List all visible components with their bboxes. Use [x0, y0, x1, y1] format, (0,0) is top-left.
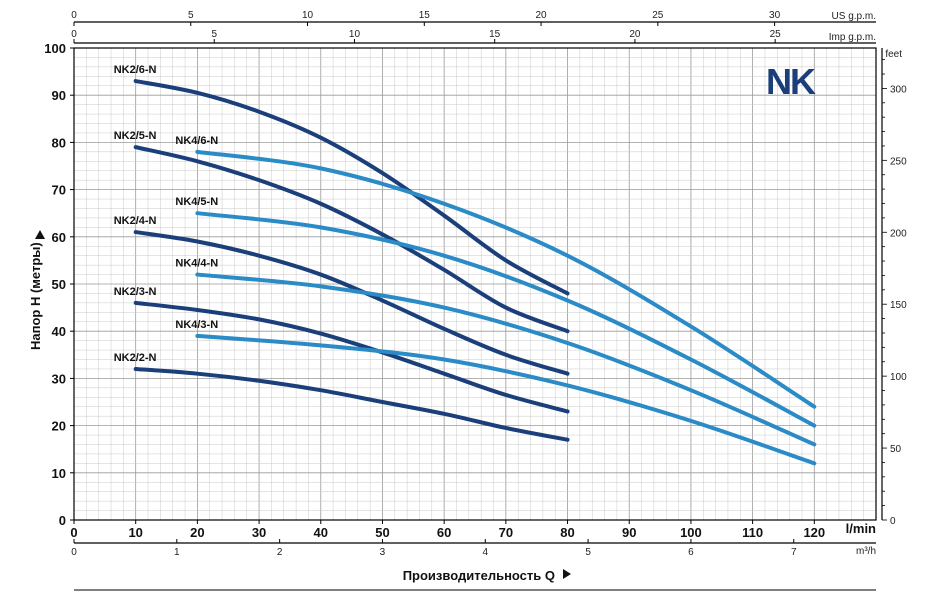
x-tick-label-us-gpm: 10	[302, 10, 314, 21]
x-tick-label-imp-gpm: 10	[349, 29, 361, 40]
y-tick-label-m: 30	[52, 371, 66, 386]
y-tick-label-m: 10	[52, 466, 66, 481]
unit-imp-gpm-label: Imp g.p.m.	[829, 32, 876, 43]
x-tick-label-us-gpm: 0	[71, 10, 77, 21]
series-layer	[133, 79, 817, 466]
series-label-nk4-6-n: NK4/6-N	[175, 135, 218, 147]
series-line-nk2-2-n	[133, 366, 570, 442]
y-tick-label-m: 100	[44, 41, 66, 56]
series-line-nk4-6-n	[195, 149, 817, 409]
x-tick-label-lmin: 30	[252, 525, 266, 540]
y-tick-label-m: 50	[52, 277, 66, 292]
x-tick-label-us-gpm: 25	[652, 10, 664, 21]
x-tick-label-m3h: 2	[277, 547, 283, 558]
unit-lmin-label: l/min	[846, 521, 876, 536]
x-tick-label-lmin: 40	[314, 525, 328, 540]
y-tick-label-feet: 200	[890, 228, 907, 239]
x-tick-label-lmin: 0	[70, 525, 77, 540]
x-tick-label-m3h: 6	[688, 547, 694, 558]
series-label-nk2-2-n: NK2/2-N	[114, 352, 157, 364]
x-tick-label-lmin: 120	[803, 525, 825, 540]
unit-feet-label: feet	[885, 49, 902, 60]
series-label-nk4-5-n: NK4/5-N	[175, 196, 218, 208]
x-tick-label-lmin: 110	[742, 525, 763, 540]
x-tick-label-lmin: 60	[437, 525, 451, 540]
x-tick-label-imp-gpm: 25	[770, 29, 782, 40]
arrow-right-icon	[563, 569, 571, 579]
x-tick-label-us-gpm: 30	[769, 10, 781, 21]
x-tick-label-imp-gpm: 0	[71, 29, 77, 40]
series-label-nk2-4-n: NK2/4-N	[114, 215, 157, 227]
labels-layer: 0 10 20 30 40 50 60 70 80 90 100 110 120010203040506…	[44, 10, 907, 558]
y-tick-label-m: 0	[59, 513, 66, 528]
series-label-nk2-6-n: NK2/6-N	[114, 64, 157, 76]
x-tick-label-m3h: 5	[585, 547, 591, 558]
series-line-nk2-6-n	[133, 79, 570, 296]
axes-layer	[70, 21, 887, 591]
x-tick-label-lmin: 80	[560, 525, 574, 540]
y-tick-label-feet: 0	[890, 516, 896, 527]
y-tick-label-feet: 100	[890, 372, 907, 383]
arrow-up-icon	[35, 230, 45, 239]
x-tick-label-lmin: 20	[190, 525, 204, 540]
x-tick-label-lmin: 50	[375, 525, 389, 540]
series-line-nk2-5-n	[133, 145, 570, 334]
series-label-nk2-3-n: NK2/3-N	[114, 286, 157, 298]
y-tick-label-m: 80	[52, 135, 66, 150]
x-tick-label-m3h: 4	[483, 547, 489, 558]
x-tick-label-m3h: 3	[380, 547, 386, 558]
y-tick-label-m: 90	[52, 88, 66, 103]
y-tick-label-m: 20	[52, 419, 66, 434]
x-tick-label-m3h: 0	[71, 547, 77, 558]
series-line-nk4-3-n	[195, 333, 817, 466]
series-label-nk4-4-n: NK4/4-N	[175, 258, 218, 270]
x-tick-label-imp-gpm: 5	[211, 29, 217, 40]
x-tick-label-m3h: 7	[791, 547, 797, 558]
x-tick-label-lmin: 10	[128, 525, 142, 540]
series-line-nk4-5-n	[195, 211, 817, 428]
nk-logo: NK	[766, 61, 816, 102]
x-tick-label-lmin: 100	[680, 525, 702, 540]
series-line-nk2-3-n	[133, 300, 570, 414]
y-tick-label-feet: 250	[890, 156, 907, 167]
x-tick-label-m3h: 1	[174, 547, 180, 558]
series-line-nk4-4-n	[195, 272, 817, 447]
x-tick-label-imp-gpm: 20	[629, 29, 641, 40]
grid-layer	[73, 47, 877, 521]
series-label-nk2-5-n: NK2/5-N	[114, 130, 157, 142]
x-tick-label-us-gpm: 5	[188, 10, 194, 21]
y-axis-title: Напор H (метры)	[28, 242, 43, 350]
unit-us-gpm-label: US g.p.m.	[832, 11, 876, 22]
x-tick-label-us-gpm: 20	[535, 10, 547, 21]
y-tick-label-m: 70	[52, 183, 66, 198]
y-tick-label-m: 60	[52, 230, 66, 245]
unit-m3h-label: m³/h	[856, 546, 876, 557]
series-label-nk4-3-n: NK4/3-N	[175, 319, 218, 331]
x-tick-label-us-gpm: 15	[419, 10, 431, 21]
y-tick-label-feet: 150	[890, 300, 907, 311]
x-tick-label-lmin: 70	[499, 525, 513, 540]
x-axis-title: Производительность Q	[403, 568, 555, 583]
x-tick-label-imp-gpm: 15	[489, 29, 501, 40]
y-tick-label-feet: 300	[890, 84, 907, 95]
y-tick-label-feet: 50	[890, 444, 902, 455]
y-tick-label-m: 40	[52, 324, 66, 339]
x-tick-label-lmin: 90	[622, 525, 636, 540]
